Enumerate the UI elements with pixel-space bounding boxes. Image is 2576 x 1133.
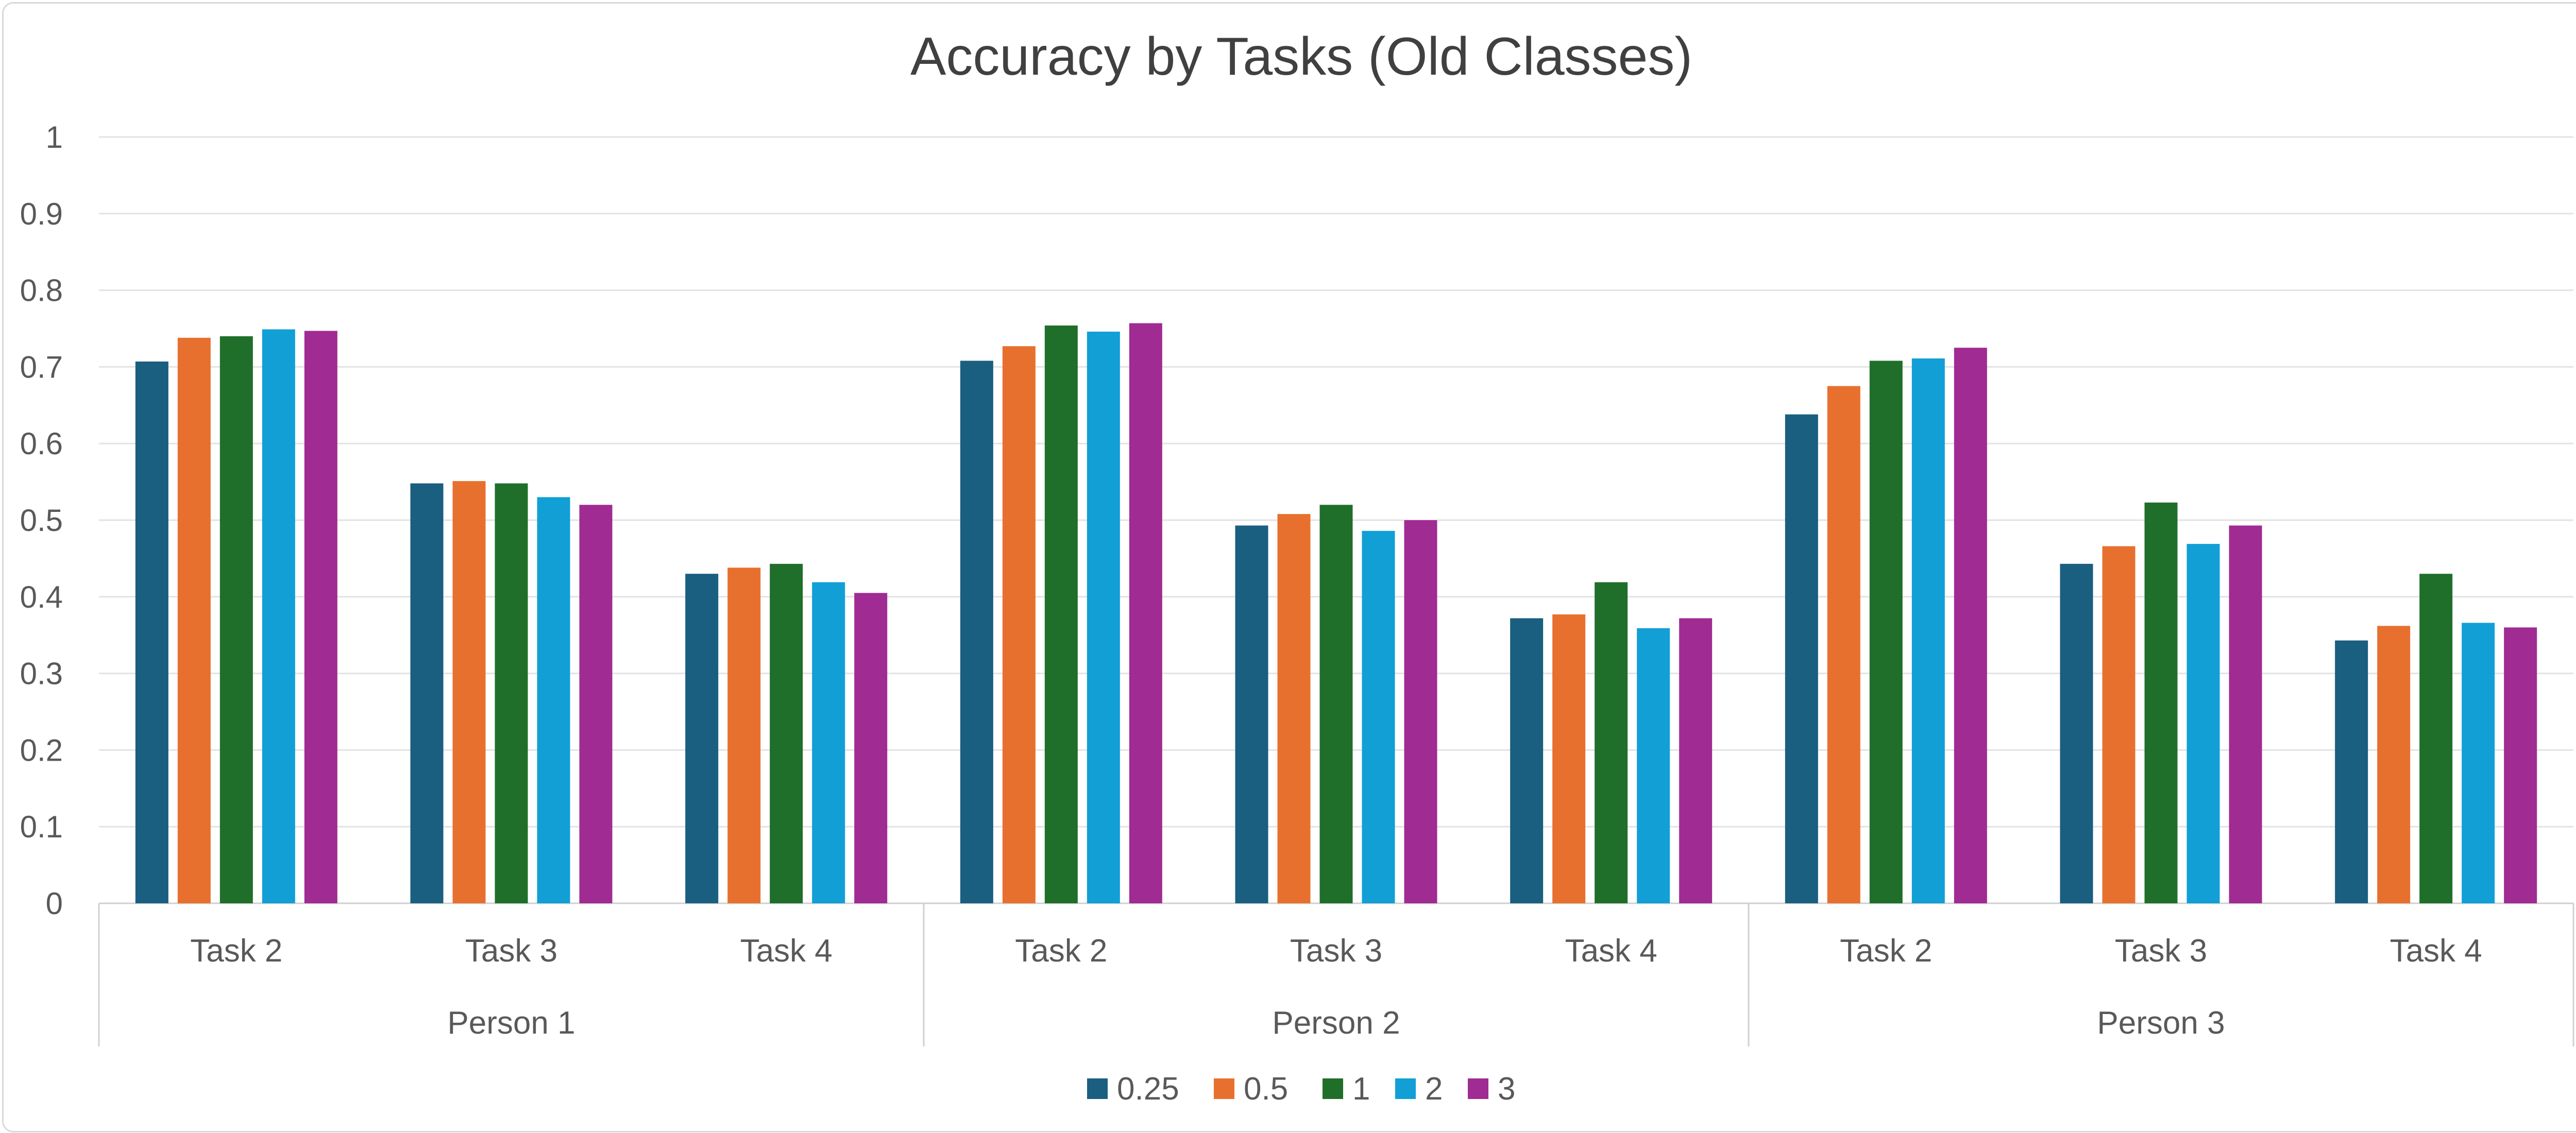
legend-swatch-0.25 [1087,1078,1108,1099]
legend-swatch-3 [1468,1078,1488,1099]
bar-3-task-3 [579,505,613,903]
bar-2-task-3 [2187,544,2220,903]
y-tick-label: 0.6 [20,426,63,461]
bar-0.5-task-2 [177,337,211,904]
bar-0.5-task-3 [2102,546,2136,903]
bar-1-task-2 [219,336,253,903]
y-axis-ticks: 0 0.1 0.2 0.3 0.4 0.5 0.6 0.7 0.8 0.9 1 [20,120,63,921]
group-label: Person 2 [1272,1005,1400,1041]
y-tick-label: 0.5 [20,503,63,538]
y-tick-label: 0 [46,886,63,921]
category-label: Task 3 [1290,933,1382,969]
bar-1-task-3 [2144,502,2178,903]
bar-2-task-2 [262,329,295,903]
bar-3-task-2 [1129,323,1162,903]
bar-0.5-task-3 [1277,514,1311,903]
legend-swatch-2 [1395,1078,1416,1099]
bar-0.5-task-2 [1827,386,1860,903]
bar-0.25-task-2 [960,360,993,903]
y-tick-label: 0.1 [20,810,63,844]
category-label: Task 4 [740,933,833,969]
bar-0.25-task-2 [135,361,168,903]
bar-0.25-task-4 [2335,640,2368,903]
legend-label: 2 [1425,1071,1443,1107]
legend: 0.25 0.5 1 2 3 [1087,1071,1515,1107]
legend-label: 3 [1498,1071,1515,1107]
category-label: Task 4 [1565,933,1657,969]
y-tick-label: 0.8 [20,273,63,308]
chart-title: Accuracy by Tasks (Old Classes) [910,27,1692,87]
bar-1-task-3 [495,483,528,903]
bar-0.25-task-2 [1785,414,1818,903]
bar-0.5-task-4 [2377,626,2411,903]
bar-1-task-2 [1869,360,1903,903]
bar-0.25-task-3 [1235,525,1268,903]
bar-0.5-task-4 [1552,614,1586,903]
bar-2-task-4 [812,582,845,903]
bar-0.25-task-4 [685,574,719,903]
bar-1-task-3 [1319,505,1353,903]
bar-3-task-4 [2504,627,2537,903]
bar-3-task-3 [2229,525,2262,903]
legend-swatch-0.5 [1214,1078,1234,1099]
bar-0.25-task-3 [2060,563,2093,903]
bar-3-task-4 [1679,618,1713,903]
bar-0.25-task-3 [410,483,444,903]
bar-2-task-3 [1362,530,1395,903]
y-tick-label: 0.3 [20,657,63,691]
bar-2-task-2 [1087,331,1120,903]
y-tick-label: 0.2 [20,733,63,767]
y-tick-label: 0.9 [20,197,63,231]
bar-0.5-task-4 [727,568,761,903]
y-tick-label: 1 [46,120,63,154]
bar-0.5-task-2 [1002,346,1036,903]
bar-3-task-2 [1954,348,1987,904]
bar-1-task-4 [1595,582,1628,903]
bars [135,323,2537,904]
y-tick-label: 0.4 [20,580,63,614]
bar-2-task-2 [1911,358,1945,903]
category-label: Task 4 [2390,933,2482,969]
bar-0.25-task-4 [1510,618,1544,903]
group-label: Person 1 [447,1005,575,1041]
legend-swatch-1 [1323,1078,1343,1099]
category-label: Task 3 [465,933,557,969]
x-axis: Task 2 Task 3 Task 4 Task 2 Task 3 Task 4 Task… [98,903,2574,1046]
y-tick-label: 0.7 [20,350,63,384]
category-label: Task 2 [1840,933,1932,969]
bar-0.5-task-3 [452,481,486,903]
bar-1-task-4 [2419,574,2453,903]
bar-1-task-2 [1044,325,1078,903]
bar-2-task-4 [2462,623,2495,903]
legend-label: 0.25 [1117,1071,1179,1107]
bar-2-task-4 [1637,628,1670,903]
legend-label: 1 [1352,1071,1370,1107]
bar-2-task-3 [537,497,570,903]
category-label: Task 2 [1015,933,1107,969]
bar-3-task-2 [304,331,337,903]
bar-3-task-3 [1404,520,1437,903]
category-label: Task 3 [2115,933,2207,969]
group-label: Person 3 [2097,1005,2225,1041]
category-label: Task 2 [190,933,282,969]
bar-1-task-4 [770,563,803,903]
bar-3-task-4 [854,593,888,903]
legend-label: 0.5 [1244,1071,1288,1107]
